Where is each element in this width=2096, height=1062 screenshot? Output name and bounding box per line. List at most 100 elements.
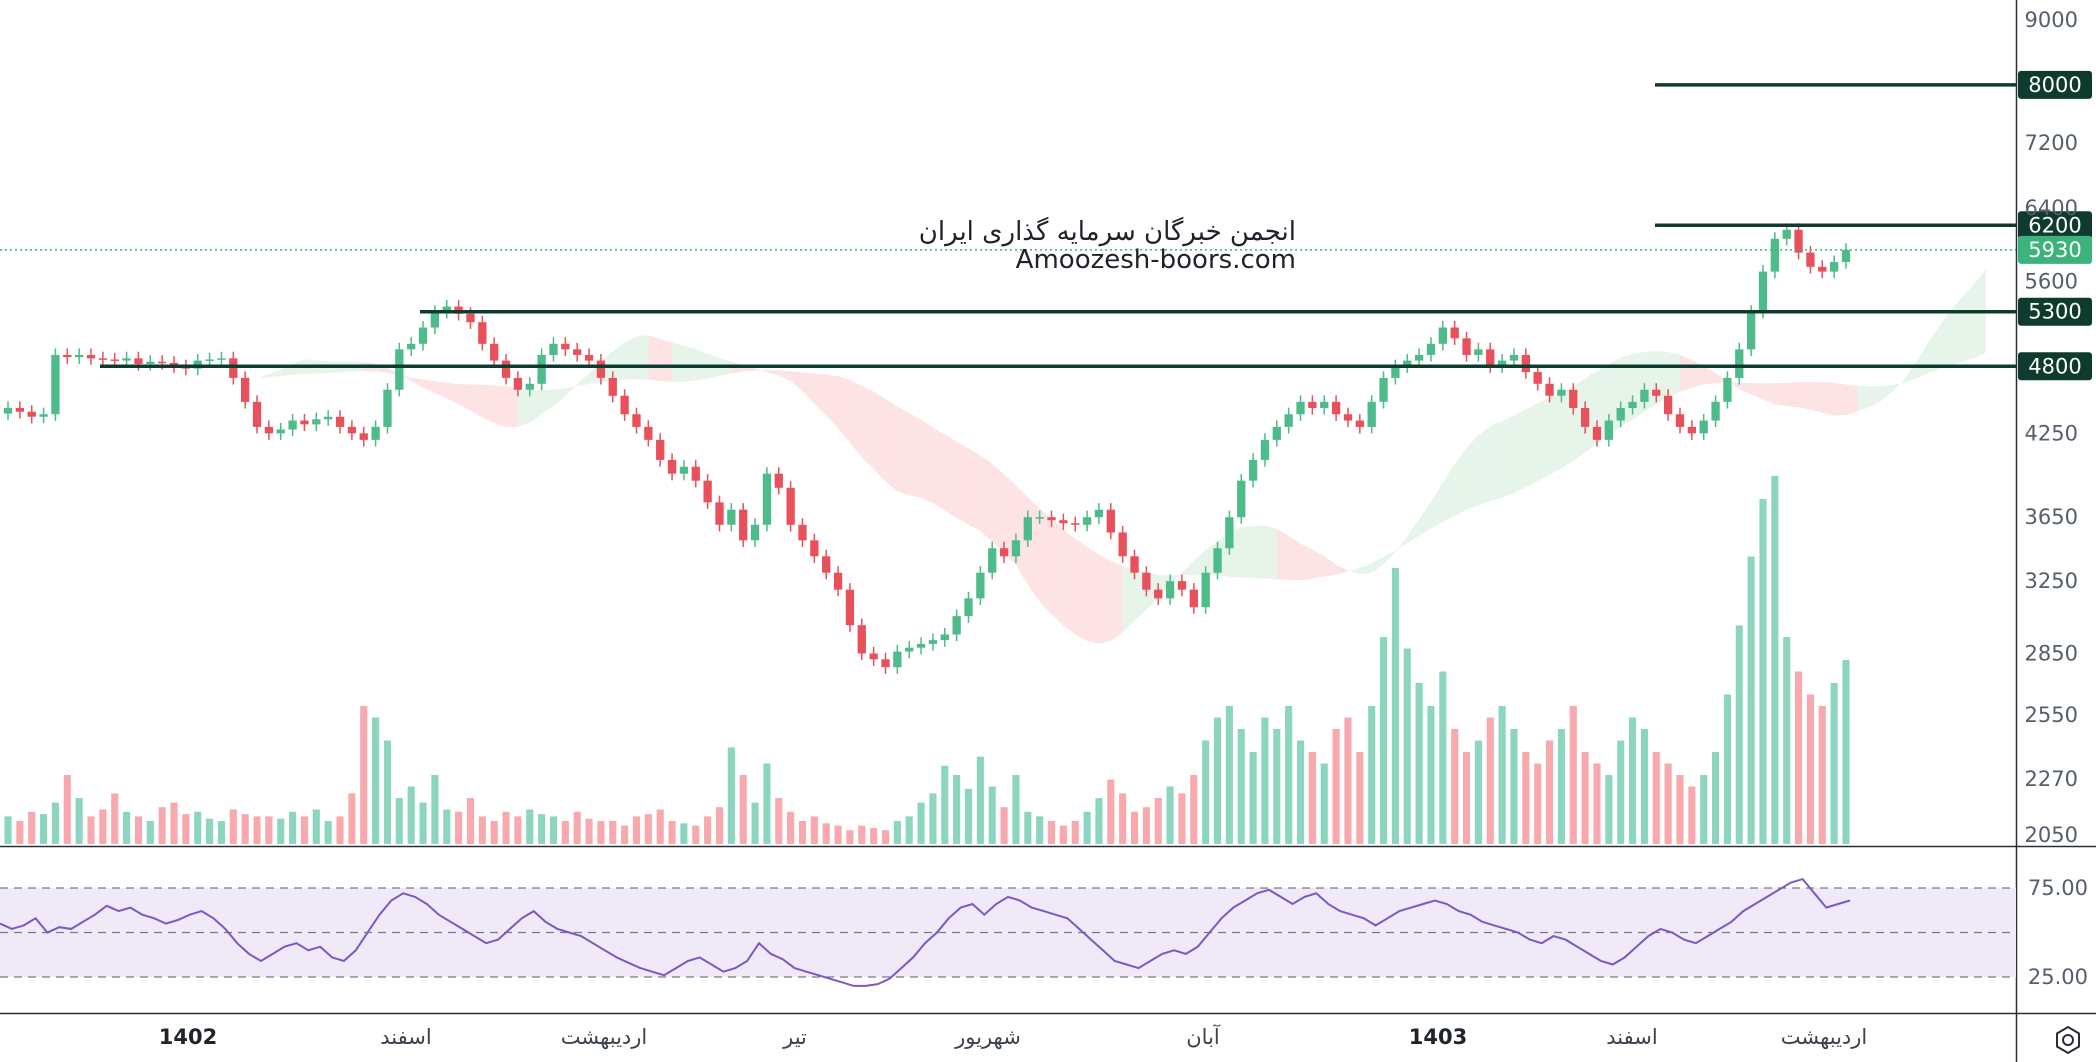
volume-bar <box>561 821 569 844</box>
cloud-segment <box>1632 352 1645 420</box>
price-axis[interactable]: 9000 7200 6400 5600 4250 3650 3250 2850 2550 2270… <box>2025 8 2078 847</box>
candle-body <box>952 616 961 635</box>
cloud-segment <box>1679 354 1692 392</box>
cloud-segment <box>1774 382 1787 407</box>
volume-bar <box>1427 706 1435 844</box>
candle-body <box>1355 420 1364 427</box>
cloud-segment <box>1834 382 1846 416</box>
volume-bar <box>1368 706 1376 844</box>
cloud-segment <box>1371 557 1384 573</box>
volume-bar <box>692 825 700 844</box>
time-tick-label: 1402 <box>159 1025 217 1049</box>
cloud-segment <box>1395 536 1408 553</box>
last-price-tag <box>2018 235 2092 264</box>
candle-body <box>407 343 416 350</box>
volume-bar <box>28 811 36 844</box>
volume-bar <box>1439 671 1447 844</box>
cloud-segment <box>1525 403 1538 488</box>
candle-body <box>584 354 594 361</box>
volume-bar <box>929 793 937 844</box>
volume-bar <box>1320 763 1328 844</box>
gear-icon[interactable] <box>2056 1025 2080 1055</box>
price-tick-label: 9000 <box>2025 8 2078 32</box>
candle-body <box>229 358 238 378</box>
volume-bar <box>1545 740 1554 844</box>
cloud-segment <box>1110 561 1123 641</box>
volume-bar <box>870 827 878 844</box>
cloud-segment <box>1490 421 1503 502</box>
volume-bar <box>905 816 913 844</box>
cloud-segment <box>1869 386 1882 407</box>
volume-bar <box>1190 775 1198 844</box>
cloud-segment <box>1181 560 1194 576</box>
volume-bar <box>822 823 830 844</box>
time-tick-label: آبان <box>1186 1024 1221 1049</box>
candle-body <box>63 354 72 358</box>
volume-bar <box>1842 660 1850 844</box>
candle-body <box>620 395 629 415</box>
volume-bar <box>1534 763 1542 844</box>
candle-body <box>1533 372 1542 384</box>
cloud-segment <box>1703 366 1716 385</box>
cloud-segment <box>861 385 874 469</box>
horizontal-levels[interactable]: 8000 6200 5300 4800 5930 <box>0 70 2092 381</box>
candle-body <box>1462 338 1471 355</box>
volume-bar <box>1700 775 1708 844</box>
candle-body <box>691 466 700 481</box>
volume-bar <box>1202 740 1210 844</box>
cloud-segment <box>1940 308 1953 369</box>
candle-body <box>1829 262 1839 272</box>
volume-bar <box>976 756 984 844</box>
volume-bar <box>419 802 427 844</box>
candle-body <box>1367 401 1376 427</box>
cloud-segment <box>423 379 435 393</box>
volume-bar <box>1783 637 1791 844</box>
cloud-segment <box>885 399 898 492</box>
level-tag-label: 4800 <box>2028 354 2081 378</box>
volume-bar <box>16 821 24 844</box>
volume-bar <box>1747 556 1755 844</box>
candle-body <box>1094 509 1104 518</box>
candle-body <box>881 659 890 668</box>
candle-body <box>679 466 689 474</box>
candle-body <box>1675 414 1685 427</box>
volume-bar <box>1095 798 1103 844</box>
time-tick-label: اردیبهشت <box>561 1025 648 1049</box>
volume-bar <box>1830 683 1838 844</box>
volume-bar <box>336 816 344 844</box>
cloud-segment <box>458 384 471 411</box>
time-axis[interactable]: 1402 اسفند اردیبهشت تیر شهریور آبان 1403 اسفند ا… <box>159 1024 1868 1049</box>
candle-body <box>632 414 641 427</box>
cloud-segment <box>660 339 673 382</box>
cloud-segment <box>1786 382 1799 408</box>
volume-bar <box>1474 740 1482 844</box>
volume-bar <box>810 816 818 844</box>
candle-body <box>1272 426 1281 440</box>
cloud-segment <box>944 434 957 518</box>
candle-body <box>561 343 570 350</box>
cloud-segment <box>838 376 850 443</box>
cloud-segment <box>624 336 637 380</box>
cloud-segment <box>1751 383 1763 400</box>
volume-bar <box>644 814 652 844</box>
candle-body <box>513 377 523 390</box>
cloud-segment <box>778 370 791 381</box>
candle-body <box>1106 509 1115 533</box>
volume-bar <box>1581 752 1589 844</box>
volume-bar <box>739 775 747 844</box>
candle-body <box>276 429 285 434</box>
volume-bar <box>1415 683 1423 844</box>
volume-bar <box>4 816 12 844</box>
candle-body <box>999 548 1009 557</box>
candle-body <box>86 354 96 359</box>
candle-body <box>1414 354 1424 361</box>
volume-bar <box>478 816 486 844</box>
candle-body <box>39 414 48 417</box>
candle-body <box>1580 408 1590 427</box>
time-tick-label: اسفند <box>1606 1025 1657 1049</box>
volume-bar <box>632 816 641 844</box>
volume-bars <box>4 476 1850 844</box>
volume-bar <box>383 740 392 844</box>
candle-body <box>1379 377 1388 402</box>
candle-body <box>774 473 783 488</box>
